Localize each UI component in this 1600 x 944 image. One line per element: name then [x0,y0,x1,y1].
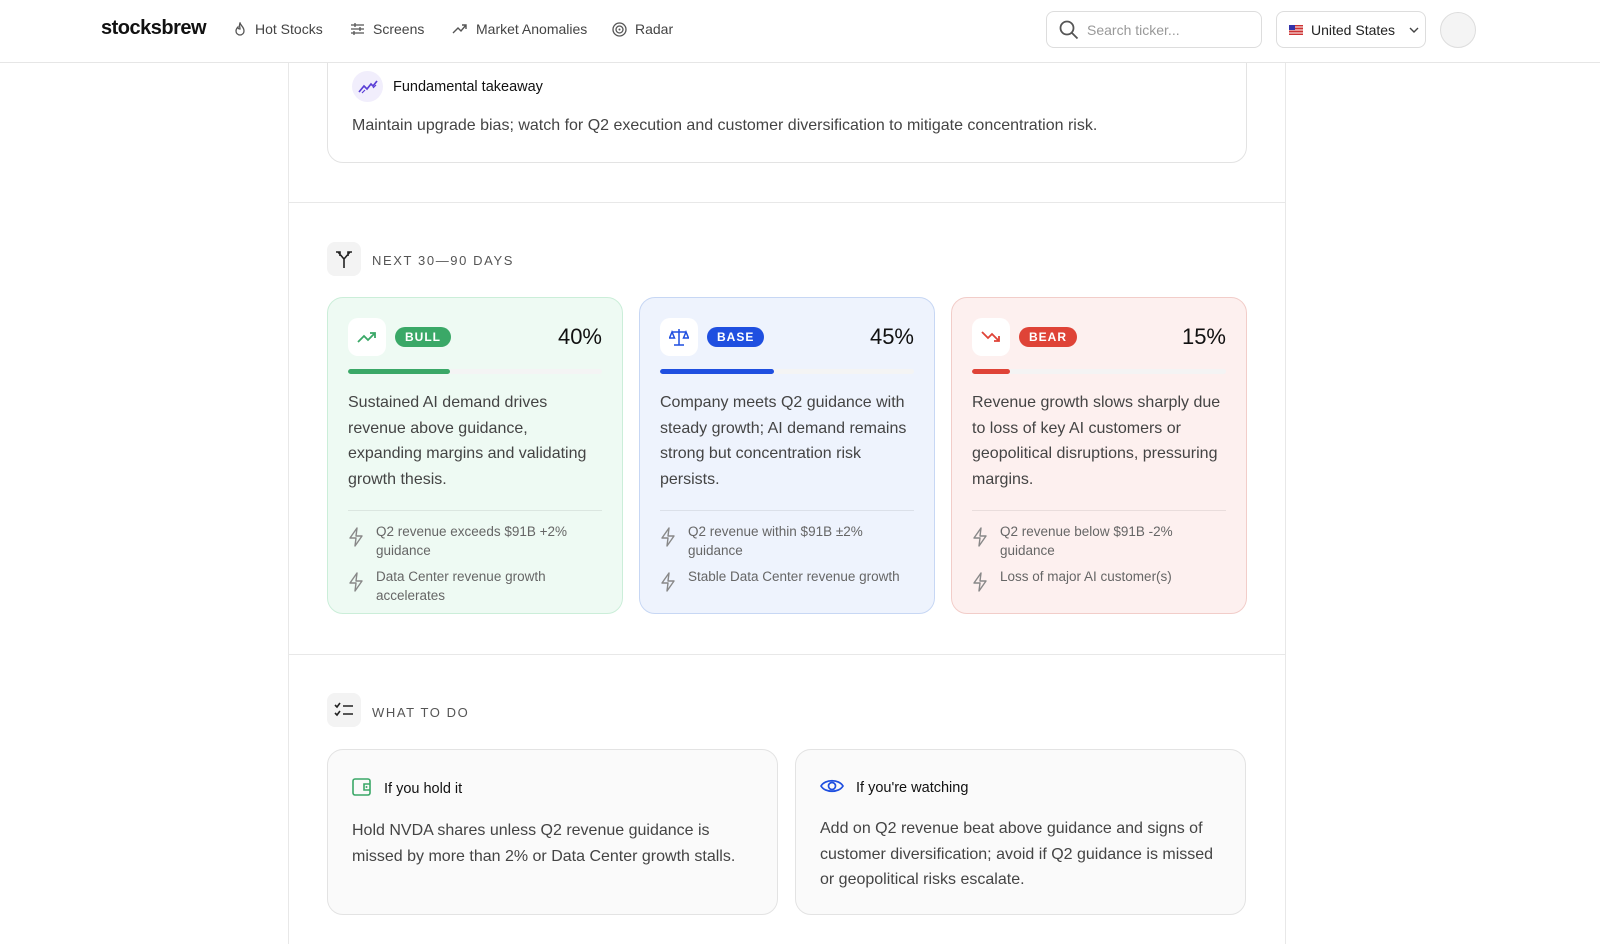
section-heading: WHAT TO DO [372,705,470,720]
trigger-icon [972,523,988,560]
navbar: stocksbrew Hot Stocks Screens Market Ano… [0,0,1600,63]
trigger: Q2 revenue exceeds $91B +2% guidance [348,523,602,560]
action-title: If you hold it [384,781,463,797]
action-text: Hold NVDA shares unless Q2 revenue guida… [352,822,736,865]
avatar[interactable] [1440,12,1476,48]
trigger-text: Q2 revenue exceeds $91B +2% guidance [376,524,568,558]
scenario-header: BULL 40% [348,318,602,356]
probability-bar [972,369,1011,374]
scenario-description: Revenue growth slows sharply due to loss… [972,394,1221,488]
scenario-badge: BASE [707,327,765,347]
divider [288,654,1286,655]
section-heading: NEXT 30—90 DAYS [372,253,515,268]
action-title: If you're watching [856,780,969,796]
probability-track [660,369,914,374]
section-icon [327,693,361,727]
scenario-header: BEAR 15% [972,318,1226,356]
scenario-probability: 15% [1181,324,1226,349]
scenario-divider [972,510,1226,511]
trigger-icon [348,568,364,605]
trigger-text: Data Center revenue growth accelerates [376,569,546,603]
nav-link[interactable]: Screens [350,21,424,37]
trigger-text: Loss of major AI customer(s) [1000,569,1172,584]
probability-track [348,369,602,374]
trigger-text: Q2 revenue below $91B -2% guidance [1000,524,1173,558]
trigger-icon [348,523,364,560]
trigger-text: Q2 revenue within $91B ±2% guidance [688,524,863,558]
divider [288,202,1286,203]
scenario-badge: BULL [395,327,451,347]
takeaway-icon [352,71,383,102]
scenario-description: Sustained AI demand drives revenue above… [348,394,587,488]
scenario-probability: 40% [557,324,602,349]
trigger: Q2 revenue below $91B -2% guidance [972,523,1226,560]
probability-bar [660,369,775,374]
content-column [288,0,1286,944]
scenario-probability: 45% [869,324,914,349]
nav-link[interactable]: Radar [612,21,673,37]
nav-link[interactable]: Hot Stocks [233,21,323,37]
nav-link-text: Hot Stocks [255,21,323,37]
scenario-description: Company meets Q2 guidance with steady gr… [660,394,907,488]
logo[interactable]: stocksbrew [101,17,207,39]
scenario-divider [660,510,914,511]
scenario-icon [348,318,386,356]
trigger-icon [972,568,988,598]
nav-link-text: Radar [635,21,674,37]
nav-link-text: Screens [373,21,425,37]
takeaway-text: Maintain upgrade bias; watch for Q2 exec… [352,117,1098,134]
action-header: If you're watching [820,778,1221,798]
trigger: Data Center revenue growth accelerates [348,568,602,605]
scenario-header: BASE 45% [660,318,914,356]
action-card: If you hold it Hold NVDA shares unless Q2… [327,749,778,915]
trigger-icon [660,568,676,598]
probability-track [972,369,1226,374]
action-header: If you hold it [352,778,753,800]
trigger-text: Stable Data Center revenue growth [688,569,900,584]
scenario-card: BEAR 15% Revenue growth slows sharply due … [951,297,1247,614]
takeaway-title: Fundamental takeaway [393,79,543,95]
trigger-icon [660,523,676,560]
trigger: Loss of major AI customer(s) [972,568,1226,598]
action-icon [820,778,844,798]
action-card: If you're watching Add on Q2 revenue beat… [795,749,1246,915]
section-icon [327,242,361,276]
action-icon [352,778,372,800]
nav-link[interactable]: Market Anomalies [452,21,587,37]
trigger: Q2 revenue within $91B ±2% guidance [660,523,914,560]
scenario-icon [972,318,1010,356]
probability-bar [348,369,450,374]
scenario-divider [348,510,602,511]
scenario-card: BULL 40% Sustained AI demand drives revenu… [327,297,623,614]
scenario-icon [660,318,698,356]
nav-link-text: Market Anomalies [476,21,588,37]
country-name: United States [1311,21,1396,38]
search-box[interactable]: Search ticker... [1046,11,1262,48]
scenario-card: BASE 45% Company meets Q2 guidance with st… [639,297,935,614]
action-text: Add on Q2 revenue beat above guidance an… [820,820,1214,888]
search-placeholder: Search ticker... [1087,21,1180,38]
trigger: Stable Data Center revenue growth [660,568,914,598]
country-select[interactable]: United States [1276,11,1426,48]
scenario-badge: BEAR [1019,327,1078,347]
